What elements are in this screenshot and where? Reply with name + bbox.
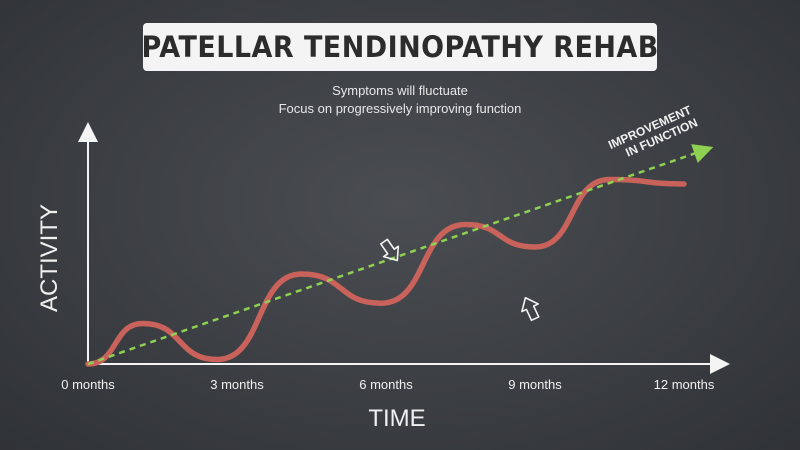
y-axis-title: ACTIVITY — [36, 204, 63, 312]
x-tick-label: 6 months — [359, 377, 413, 392]
x-tick-label: 0 months — [61, 377, 115, 392]
trend-line — [87, 144, 714, 366]
trend-annotation: IMPROVEMENT IN FUNCTION — [606, 102, 702, 165]
x-axis-title: TIME — [368, 405, 425, 432]
page-title: PATELLAR TENDINOPATHY REHAB — [141, 30, 659, 64]
symptom-curve — [85, 176, 687, 367]
arrow-down-icon — [380, 238, 400, 262]
x-tick-label: 3 months — [210, 377, 264, 392]
title-banner: PATELLAR TENDINOPATHY REHAB — [141, 23, 659, 71]
x-tick-label: 9 months — [508, 377, 562, 392]
subtitle-line-2: Focus on progressively improving functio… — [278, 101, 522, 116]
x-tick-label: 12 months — [654, 377, 715, 392]
subtitle-line-1: Symptoms will fluctuate — [332, 83, 468, 98]
arrow-up-icon — [521, 296, 540, 322]
